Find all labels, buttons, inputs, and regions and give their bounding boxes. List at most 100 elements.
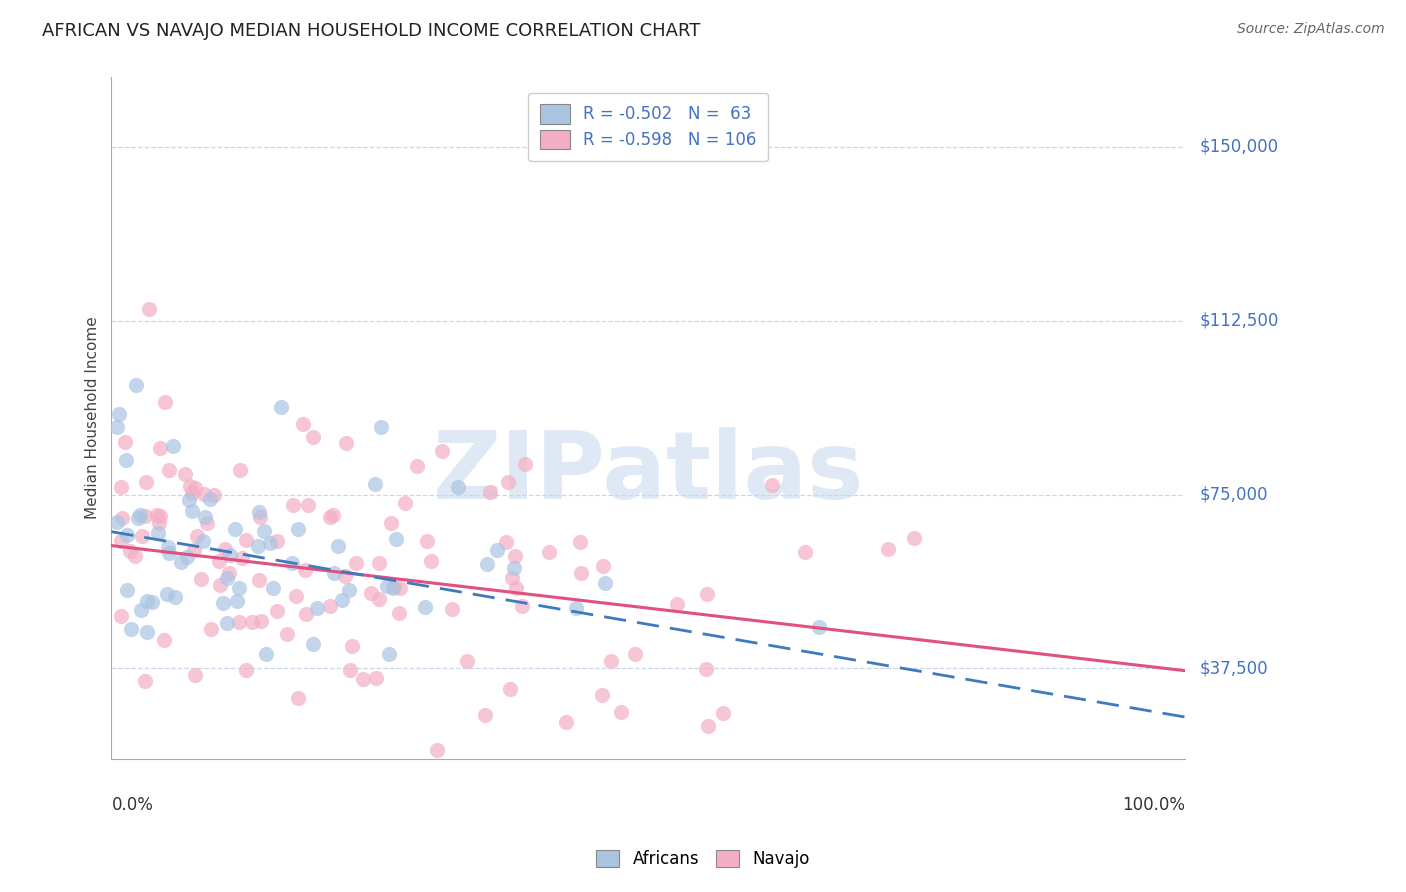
Point — [713, 706, 735, 721]
Point — [235, 663, 257, 677]
Point — [141, 594, 163, 608]
Point — [246, 539, 269, 553]
Point — [228, 463, 250, 477]
Point — [326, 539, 349, 553]
Point — [190, 572, 212, 586]
Point — [456, 655, 478, 669]
Point — [105, 516, 128, 530]
Point — [695, 662, 717, 676]
Point — [430, 444, 453, 458]
Point — [266, 533, 288, 548]
Point — [249, 509, 271, 524]
Point — [342, 639, 364, 653]
Point — [235, 533, 257, 547]
Point — [696, 587, 718, 601]
Point — [285, 589, 308, 603]
Point — [292, 417, 315, 432]
Text: Source: ZipAtlas.com: Source: ZipAtlas.com — [1237, 22, 1385, 37]
Point — [115, 528, 138, 542]
Point — [337, 583, 360, 598]
Point — [153, 395, 176, 409]
Point — [301, 429, 323, 443]
Point — [176, 550, 198, 565]
Point — [610, 705, 633, 719]
Point — [195, 516, 218, 530]
Point — [405, 459, 427, 474]
Point — [179, 478, 201, 492]
Point — [250, 614, 273, 628]
Point — [569, 566, 592, 581]
Point — [129, 508, 152, 522]
Point — [114, 435, 136, 450]
Point — [157, 463, 180, 477]
Point — [259, 536, 281, 550]
Point — [131, 529, 153, 543]
Point — [330, 593, 353, 607]
Point — [211, 596, 233, 610]
Point — [115, 583, 138, 598]
Point — [191, 534, 214, 549]
Point — [478, 484, 501, 499]
Point — [475, 557, 498, 571]
Point — [156, 587, 179, 601]
Point — [218, 566, 240, 581]
Point — [474, 707, 496, 722]
Point — [162, 439, 184, 453]
Point — [294, 563, 316, 577]
Point — [124, 549, 146, 564]
Point — [149, 509, 172, 524]
Point — [163, 590, 186, 604]
Point — [447, 479, 470, 493]
Point — [108, 407, 131, 421]
Point — [287, 691, 309, 706]
Point — [120, 622, 142, 636]
Point — [510, 599, 533, 614]
Point — [146, 525, 169, 540]
Point — [262, 581, 284, 595]
Point — [134, 509, 156, 524]
Point — [276, 627, 298, 641]
Point — [903, 531, 925, 545]
Point — [226, 594, 249, 608]
Point — [115, 452, 138, 467]
Point — [170, 555, 193, 569]
Point — [183, 543, 205, 558]
Point — [368, 591, 391, 606]
Point — [413, 600, 436, 615]
Point — [696, 719, 718, 733]
Point — [344, 556, 367, 570]
Point — [591, 688, 613, 702]
Point — [247, 574, 270, 588]
Point — [110, 534, 132, 549]
Text: $75,000: $75,000 — [1199, 485, 1268, 504]
Point — [149, 441, 172, 455]
Point — [202, 488, 225, 502]
Point — [208, 577, 231, 591]
Point — [569, 534, 592, 549]
Point — [136, 625, 159, 640]
Point — [105, 420, 128, 434]
Point — [153, 633, 176, 648]
Point — [426, 742, 449, 756]
Point — [419, 554, 441, 568]
Point — [623, 647, 645, 661]
Text: ZIPatlas: ZIPatlas — [433, 426, 865, 518]
Point — [129, 603, 152, 617]
Point — [537, 545, 560, 559]
Point — [242, 615, 264, 629]
Point — [554, 714, 576, 729]
Point — [138, 302, 160, 317]
Point — [135, 475, 157, 490]
Point — [761, 478, 783, 492]
Point — [120, 544, 142, 558]
Point — [360, 586, 382, 600]
Point — [228, 581, 250, 595]
Point — [281, 557, 304, 571]
Point — [333, 568, 356, 582]
Point — [214, 541, 236, 556]
Point — [319, 510, 342, 524]
Point — [110, 608, 132, 623]
Point — [388, 606, 411, 620]
Point — [394, 496, 416, 510]
Point — [283, 498, 305, 512]
